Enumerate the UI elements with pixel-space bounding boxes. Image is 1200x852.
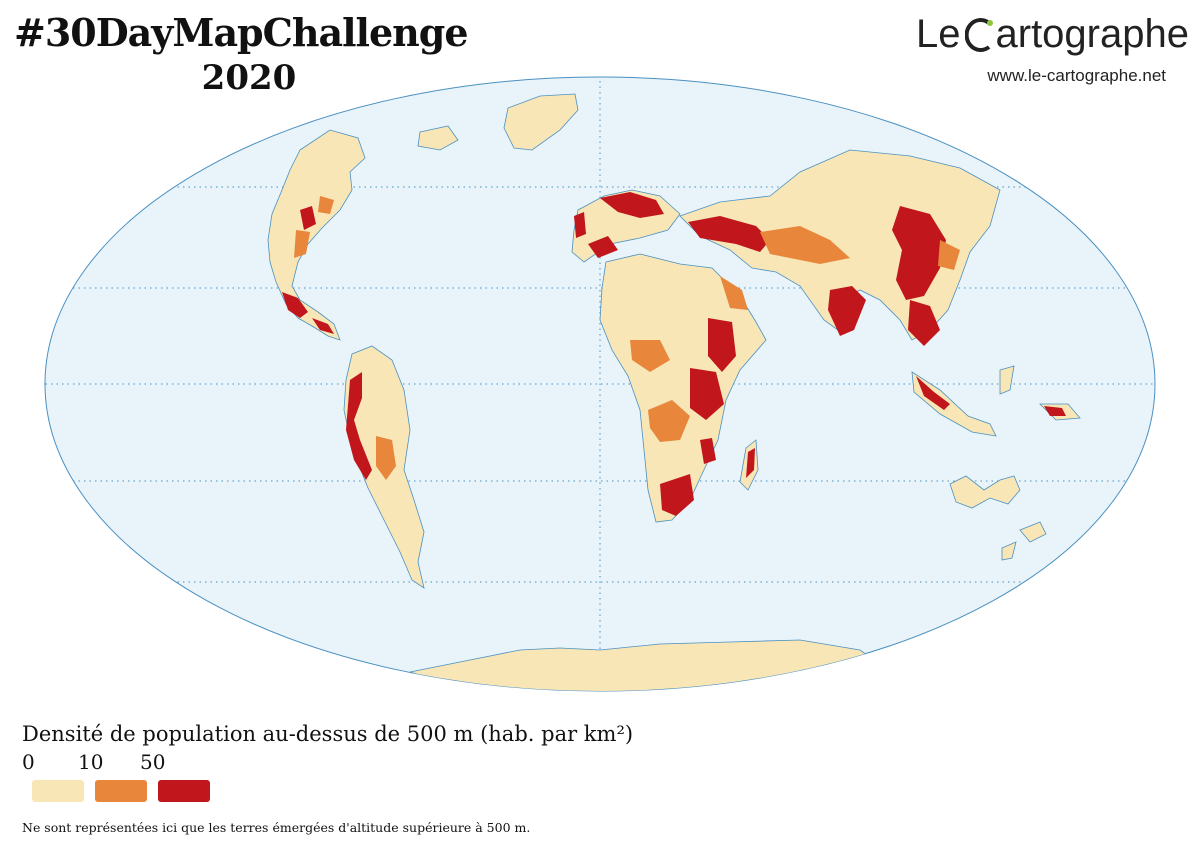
asia-mid (760, 226, 960, 270)
map-title: #30DayMapChallenge (14, 10, 469, 55)
brand-logo: Le artographe (916, 6, 1189, 62)
graticule (45, 77, 1155, 691)
brand-url: www.le-cartographe.net (987, 66, 1166, 85)
footnote: Ne sont représentées ici que les terres … (22, 820, 531, 835)
new-zealand (1001, 521, 1047, 561)
madagascar-high (746, 448, 755, 478)
sa-mid (376, 436, 396, 480)
brand-name-end: artographe (995, 12, 1189, 56)
africa-high (660, 318, 736, 516)
map-title-block: #30DayMapChallenge 2020 (14, 8, 494, 98)
legend-swatch-low (32, 780, 84, 802)
map-year: 2020 (201, 58, 297, 98)
asia-high (688, 206, 946, 346)
legend-swatch-mid (95, 780, 147, 802)
legend-tick: 50 (140, 750, 166, 774)
canada-islands (417, 125, 459, 151)
land (267, 93, 1081, 691)
na-mid (294, 196, 334, 258)
se-asia-high (916, 376, 1066, 416)
legend-tick: 0 (22, 750, 35, 774)
legend: Densité de population au-dessus de 500 m… (22, 720, 633, 806)
north-america (267, 129, 366, 341)
legend-ticks: 0 10 50 (22, 750, 633, 778)
legend-swatch-high (158, 780, 210, 802)
na-high (282, 206, 334, 334)
europe-high (574, 192, 664, 258)
greenland (503, 93, 579, 151)
legend-title: Densité de population au-dessus de 500 m… (22, 722, 634, 746)
africa-mid (630, 276, 748, 442)
brand-name-start: Le (916, 12, 961, 56)
brand-c-logo (964, 14, 995, 54)
brand-block: Le artographe www.le-cartographe.net (916, 6, 1189, 86)
legend-swatches (22, 780, 633, 806)
legend-tick: 10 (78, 750, 104, 774)
australia (949, 475, 1021, 509)
sa-high (346, 372, 372, 480)
